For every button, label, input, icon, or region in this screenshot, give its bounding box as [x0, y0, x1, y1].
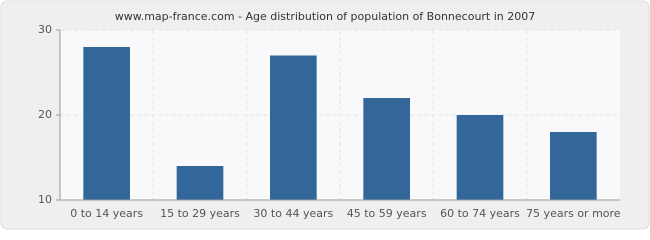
chart: www.map-france.com - Age distribution of… — [0, 0, 650, 230]
x-tick-label: 0 to 14 years — [70, 207, 143, 220]
x-tick-label: 30 to 44 years — [253, 207, 333, 220]
bar — [270, 55, 317, 200]
bar — [456, 115, 504, 200]
chart-title: www.map-france.com - Age distribution of… — [115, 10, 536, 23]
bar — [83, 47, 130, 200]
x-tick-label: 45 to 59 years — [347, 207, 427, 220]
y-tick-label: 30 — [38, 23, 52, 36]
y-tick-label: 10 — [38, 193, 52, 206]
bar — [176, 166, 224, 200]
x-tick-label: 75 years or more — [526, 207, 621, 220]
bar — [363, 98, 410, 200]
bar — [550, 132, 597, 200]
x-tick-label: 60 to 74 years — [440, 207, 520, 220]
x-tick-label: 15 to 29 years — [160, 207, 240, 220]
y-tick-label: 20 — [38, 108, 52, 121]
